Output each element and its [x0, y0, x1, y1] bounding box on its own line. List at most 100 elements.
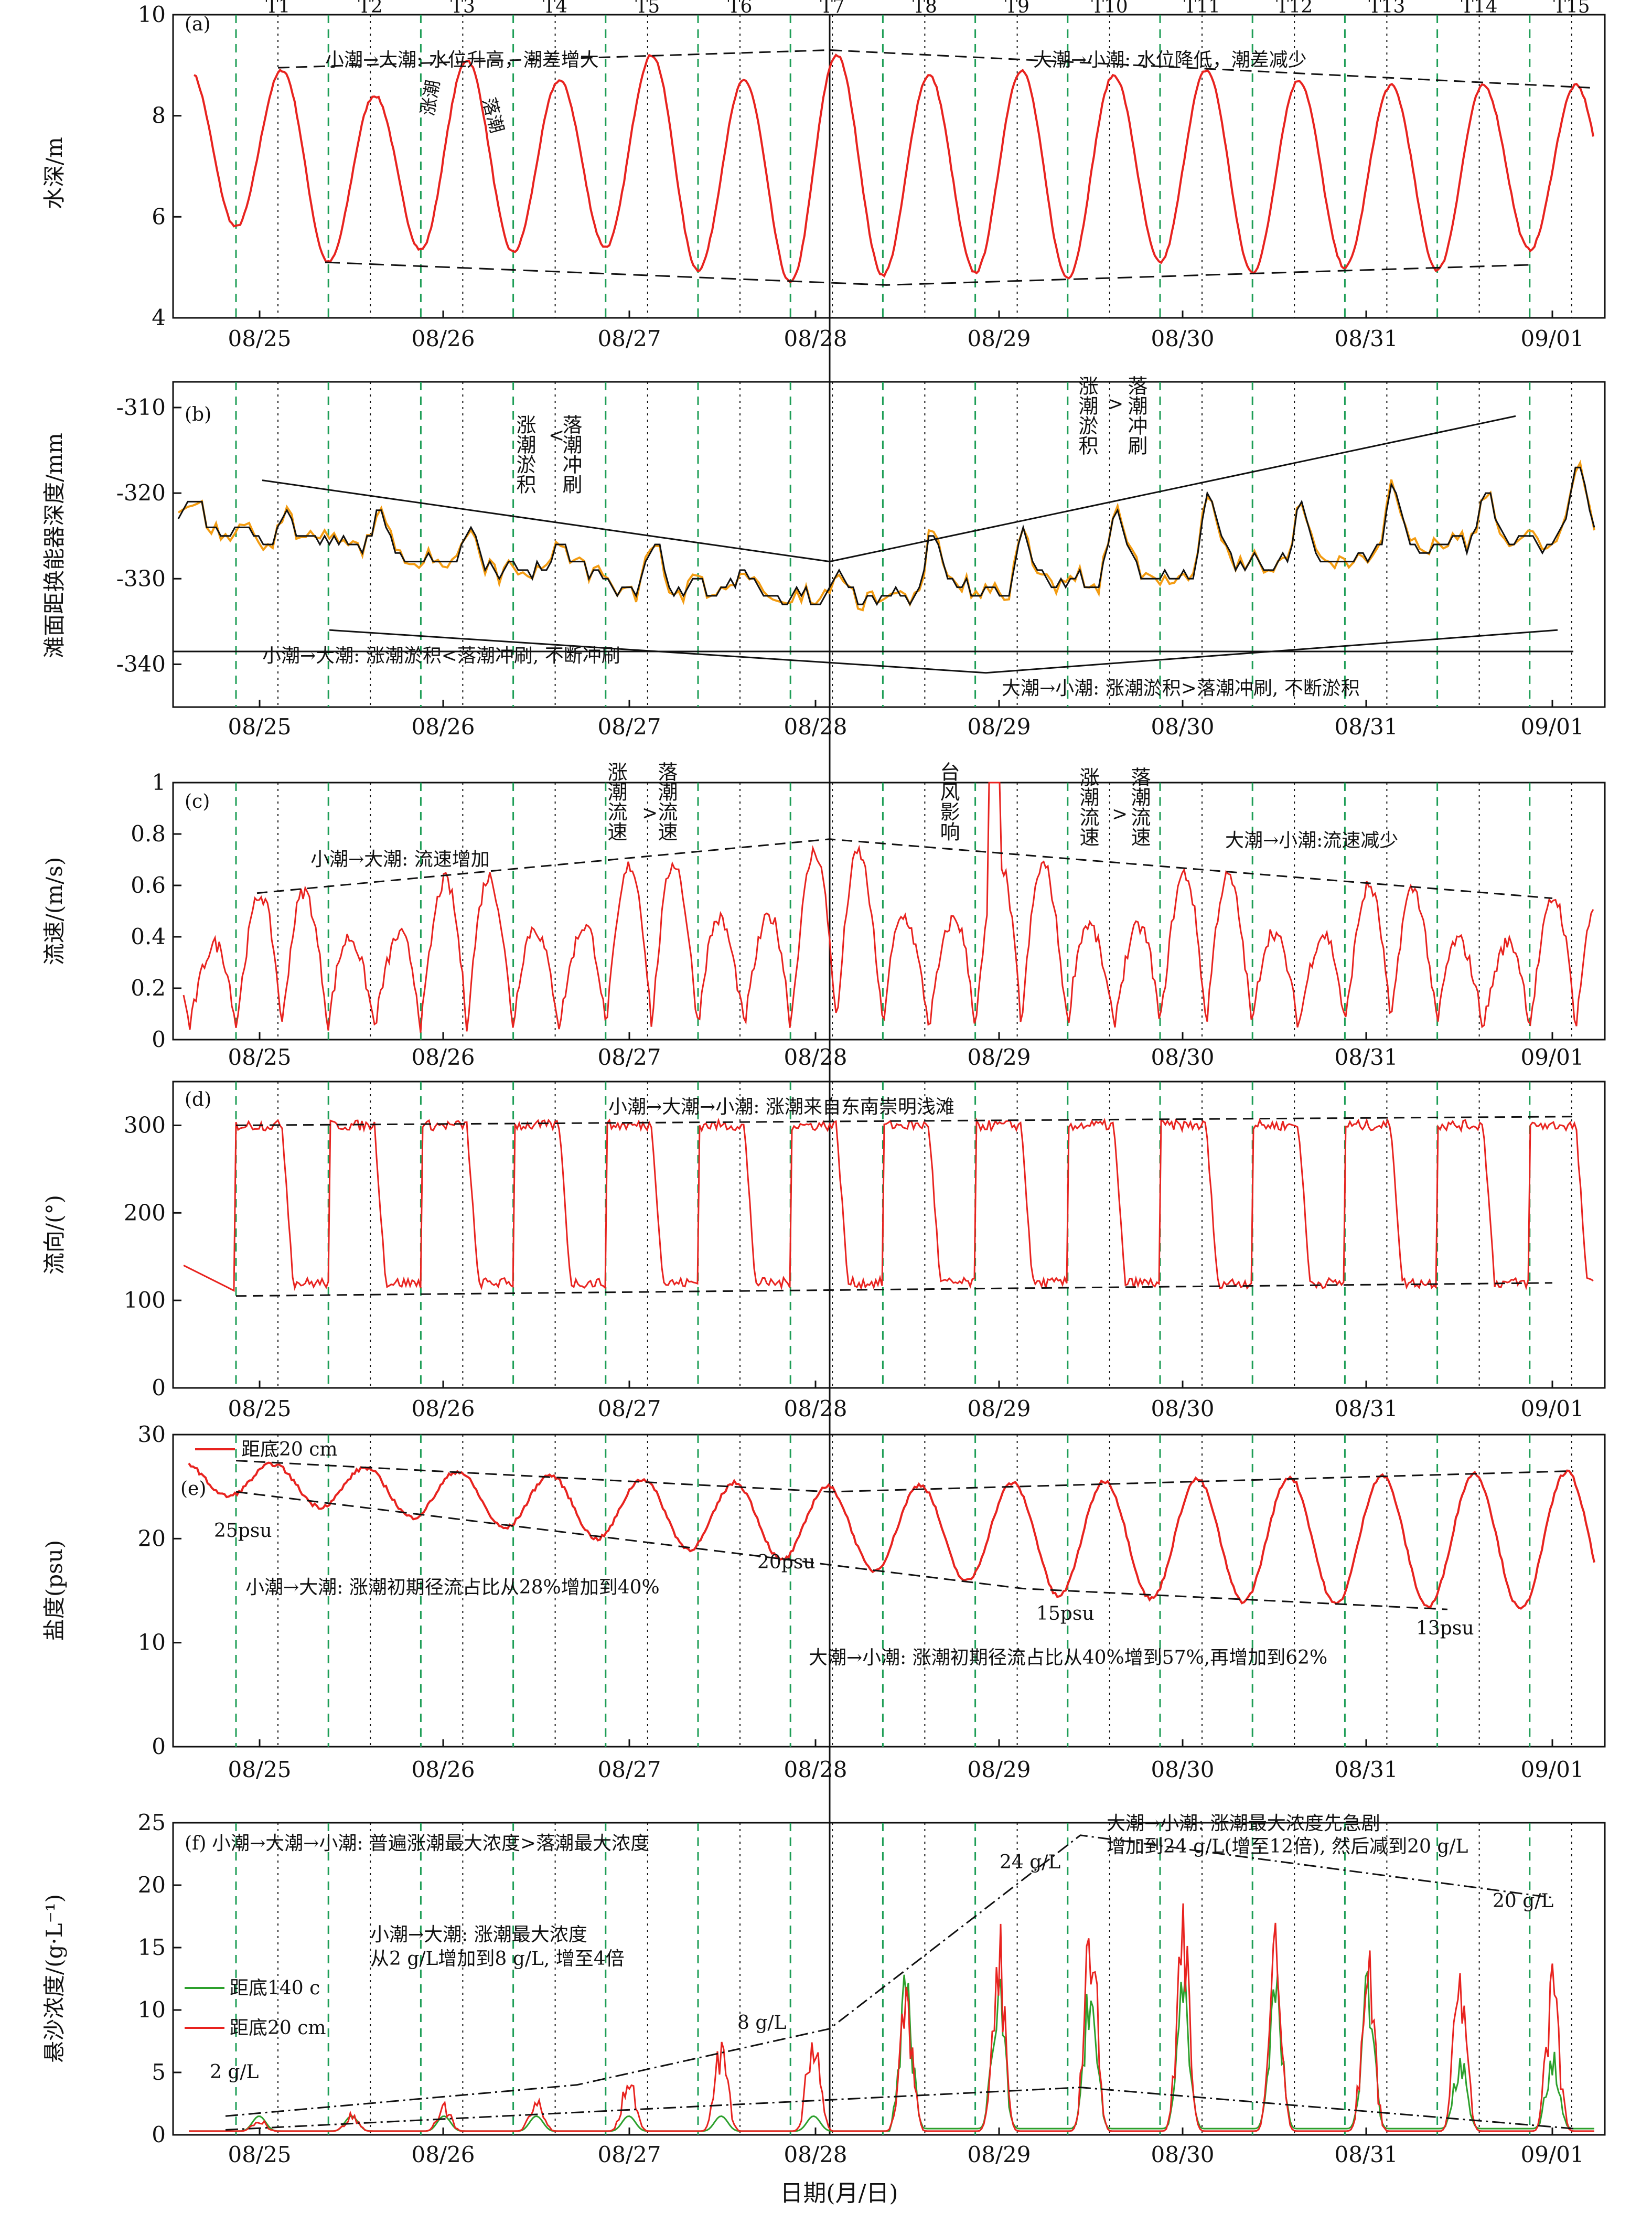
- panel-f-annotation-neap-1: 大潮→小潮: 涨潮最大浓度先急剧: [1107, 1813, 1380, 1834]
- panel-f-value-20: 20 g/L: [1493, 1890, 1553, 1912]
- panel-c-envelope: [256, 838, 1553, 899]
- date-tick-label: 08/30: [1151, 1757, 1214, 1782]
- panel-e-value-15: 15psu: [1036, 1603, 1095, 1624]
- panel-c-gt-sign-1: >: [642, 803, 658, 824]
- panel-c-letter: (c): [185, 791, 210, 812]
- panel-b-frame: [172, 381, 1606, 708]
- panel-frames: [172, 14, 1606, 2136]
- date-tick-label: 08/29: [967, 2142, 1031, 2167]
- date-tick-label: 08/30: [1151, 2142, 1214, 2167]
- panel-c-ebb-speed-1: 落潮流速: [655, 762, 678, 841]
- date-tick-label: 08/31: [1334, 326, 1398, 351]
- date-tick-label: 08/26: [411, 714, 475, 740]
- y-tick-label: 0.4: [131, 924, 166, 949]
- panel-a-trough-envelope: [325, 261, 1532, 286]
- tide-label-T4: T4: [543, 0, 567, 17]
- panel-a-annotation-fall: 大潮→小潮: 水位降低，潮差减少: [1033, 49, 1307, 71]
- date-tick-label: 08/28: [784, 1396, 847, 1421]
- panel-b-ebb-erosion-2: 落潮冲刷: [1124, 376, 1147, 455]
- date-tick-label: 08/29: [967, 1396, 1031, 1421]
- y-tick-label: 0.6: [131, 872, 166, 898]
- panel-b-flood-dep-2: 涨潮淤积: [1075, 376, 1098, 455]
- y-tick-label: 10: [138, 1997, 166, 2023]
- panel-c-typhoon-label: 台风影响: [937, 762, 960, 841]
- date-tick-label: 08/26: [411, 1044, 475, 1070]
- y-tick-label: 0: [152, 2122, 166, 2147]
- y-tick-label: 0.8: [131, 821, 166, 847]
- date-tick-label: 08/30: [1151, 1396, 1214, 1421]
- y-tick-label: -310: [116, 394, 166, 420]
- panel-c-yticks: 0 0.2 0.4 0.6 0.8 1: [131, 769, 181, 1052]
- tide-label-T7: T7: [820, 0, 845, 17]
- y-tick-label: 10: [138, 2, 166, 27]
- panel-a-annotation-rise: 小潮→大潮: 水位升高，潮差增大: [325, 49, 599, 71]
- panel-d-yticks: 0 100 200 300: [124, 1112, 181, 1401]
- bed-elevation-smoothed-series: [177, 466, 1595, 606]
- panel-b-annotation-spring: 小潮→大潮: 涨潮淤积<落潮冲刷, 不断冲刷: [262, 645, 620, 667]
- date-tick-label: 08/29: [967, 1757, 1031, 1782]
- date-tick-label: 08/27: [597, 1396, 661, 1421]
- salinity-series: [188, 1461, 1595, 1610]
- panel-b-ylabel: 滩面距换能器深度/mm: [41, 433, 67, 658]
- y-tick-label: 100: [124, 1287, 166, 1313]
- panel-b-trend-lines: [173, 415, 1573, 674]
- panel-f-annotation-general: 小潮→大潮→小潮: 普遍涨潮最大浓度>落潮最大浓度: [212, 1833, 649, 1854]
- panel-a-frame: [172, 14, 1606, 319]
- panel-f: (f) 悬沙浓度/(g·L⁻¹) 0 5 10 15 20 25 距底140 c 距底20…: [41, 1810, 1594, 2147]
- panel-c-ylabel: 流速/(m/s): [41, 857, 67, 965]
- panel-c-flood-speed-1: 涨潮流速: [604, 762, 627, 841]
- date-tick-label: 09/01: [1520, 2142, 1584, 2167]
- tide-labels: T1 T2 T3 T4 T5 T6 T7 T8 T9 T10 T11 T12 T13 T14 T15: [266, 0, 1590, 17]
- panel-a-peak-envelope: [277, 49, 1595, 89]
- panel-b-letter: (b): [185, 404, 211, 425]
- panel-f-yticks: 0 5 10 15 20 25: [138, 1810, 181, 2147]
- date-tick-label: 08/25: [228, 714, 291, 740]
- y-tick-label: 8: [152, 103, 166, 129]
- y-tick-label: 4: [152, 305, 166, 330]
- date-tick-label: 08/31: [1334, 1396, 1398, 1421]
- current-direction-series: [183, 1117, 1594, 1292]
- date-tick-label: 08/25: [228, 326, 291, 351]
- tide-label-T11: T11: [1184, 0, 1220, 17]
- y-tick-label: 20: [138, 1525, 166, 1551]
- x-axis-label: 日期(月/日): [780, 2180, 898, 2207]
- panel-d-annotation: 小潮→大潮→小潮: 涨潮来自东南崇明浅滩: [608, 1096, 954, 1118]
- panel-f-legend-140: 距底140 c: [230, 1977, 320, 1999]
- date-tick-label: 08/29: [967, 1044, 1031, 1070]
- tide-label-T3: T3: [450, 0, 475, 17]
- date-tick-label: 08/25: [228, 2142, 291, 2167]
- ssc-20cm-series: [189, 1903, 1594, 2132]
- date-tick-label: 09/01: [1520, 326, 1584, 351]
- panel-f-legend-20: 距底20 cm: [230, 2017, 326, 2039]
- panel-e-envelope: [235, 1460, 1574, 1610]
- date-tick-labels: 08/25 08/26 08/27 08/28 08/29 08/30 08/31 09/01…: [228, 326, 1584, 2167]
- panel-e-frame: [172, 1434, 1606, 1748]
- date-tick-label: 08/30: [1151, 714, 1214, 740]
- tide-label-T12: T12: [1276, 0, 1313, 17]
- panel-f-value-2: 2 g/L: [210, 2061, 259, 2083]
- tide-label-T8: T8: [913, 0, 937, 17]
- date-tick-label: 08/26: [411, 1396, 475, 1421]
- panel-c: (c) 流速/(m/s) 00.20.40.60.81 小潮→大潮: 流速增加 …: [41, 762, 1594, 1052]
- panel-b-yticks: -340 -330 -320 -310: [116, 394, 181, 677]
- date-tick-label: 09/01: [1520, 1044, 1584, 1070]
- y-tick-label: 25: [138, 1810, 166, 1835]
- y-tick-label: 0: [152, 1734, 166, 1759]
- tide-label-T5: T5: [635, 0, 660, 17]
- date-tick-label: 08/26: [411, 2142, 475, 2167]
- water-depth-series: [194, 53, 1594, 283]
- date-tick-label: 08/31: [1334, 2142, 1398, 2167]
- date-tick-label: 08/27: [597, 714, 661, 740]
- date-tick-label: 08/28: [784, 714, 847, 740]
- panel-a-ylabel: 水深/m: [41, 137, 67, 209]
- y-tick-label: 0: [152, 1027, 166, 1052]
- date-tick-label: 08/29: [967, 714, 1031, 740]
- panel-e-value-13: 13psu: [1416, 1618, 1474, 1639]
- panel-b-ebb-erosion-1: 落潮冲刷: [559, 414, 582, 494]
- panel-b: (b) 滩面距换能器深度/mm -340-330-320-310 涨潮淤积 < …: [41, 376, 1595, 699]
- y-tick-label: 20: [138, 1872, 166, 1898]
- panel-e-annotation-spring: 小潮→大潮: 涨潮初期径流占比从28%增加到40%: [245, 1577, 660, 1598]
- panel-c-frame: [172, 782, 1606, 1041]
- panel-f-value-8: 8 g/L: [737, 2012, 787, 2034]
